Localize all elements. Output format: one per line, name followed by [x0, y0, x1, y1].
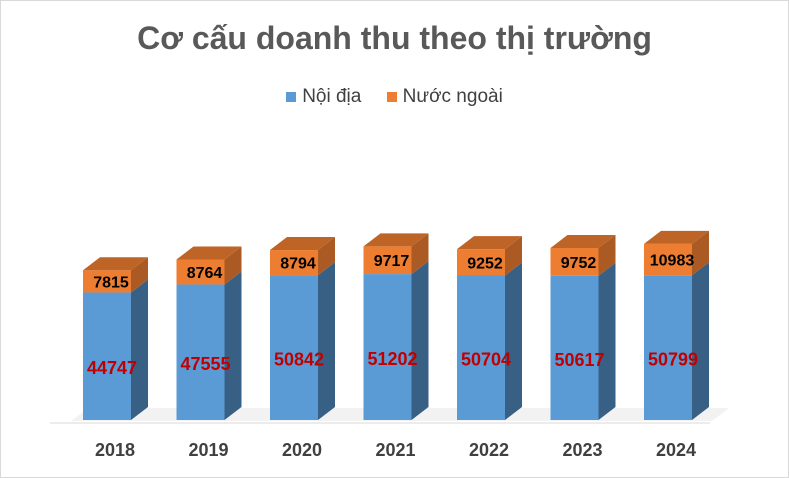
- bar-foreign-2019-top: [176, 246, 242, 260]
- bar-foreign-2021-top: [363, 233, 429, 247]
- x-tick-label-2021: 2021: [375, 440, 415, 460]
- legend-label-domestic: Nội địa: [302, 86, 362, 107]
- bar-domestic-2020: [270, 275, 318, 420]
- legend-label-foreign: Nước ngoài: [402, 86, 503, 107]
- bar-domestic-2024-side: [692, 262, 709, 420]
- data-label-foreign-2018: 7815: [93, 274, 129, 291]
- bar-domestic-2019-side: [224, 271, 242, 420]
- bar-domestic-2022: [457, 275, 505, 420]
- bar-domestic-2021-side: [411, 261, 429, 420]
- bar-foreign-2021-side: [411, 233, 429, 275]
- bar-foreign-2022: [457, 249, 505, 276]
- bar-foreign-2020: [270, 250, 318, 276]
- data-label-foreign-2024: 10983: [650, 253, 695, 270]
- bar-foreign-2020-top: [270, 237, 335, 251]
- x-tick-label-2024: 2024: [656, 440, 696, 460]
- x-tick-label-2019: 2019: [188, 440, 228, 460]
- bar-foreign-2024-top: [644, 230, 709, 244]
- legend: Nội địa Nước ngoài: [0, 86, 789, 108]
- bar-foreign-2023: [550, 247, 599, 276]
- bar-domestic-2019: [176, 284, 225, 420]
- legend-swatch-foreign: [386, 92, 397, 102]
- bar-foreign-2020-side: [318, 237, 335, 276]
- bar-domestic-2020-side: [318, 262, 335, 420]
- data-label-domestic-2018: 44747: [87, 358, 137, 378]
- data-label-foreign-2021: 9717: [374, 253, 410, 270]
- bar-foreign-2018: [83, 270, 131, 293]
- data-label-domestic-2024: 50799: [648, 350, 698, 370]
- data-label-foreign-2019: 8764: [187, 265, 223, 282]
- legend-swatch-domestic: [286, 92, 297, 102]
- bar-foreign-2018-top: [83, 257, 148, 271]
- x-tick-label-2022: 2022: [469, 440, 509, 460]
- bar-foreign-2023-top: [550, 234, 616, 248]
- bar-foreign-2022-top: [457, 236, 522, 250]
- data-label-domestic-2020: 50842: [274, 350, 324, 370]
- x-tick-label-2018: 2018: [95, 440, 135, 460]
- data-label-domestic-2023: 50617: [554, 350, 604, 370]
- bar-foreign-2022-side: [505, 236, 522, 276]
- legend-item-domestic: Nội địa: [286, 86, 361, 108]
- x-tick-label-2023: 2023: [562, 440, 602, 460]
- data-label-foreign-2022: 9252: [467, 255, 503, 272]
- legend-item-foreign: Nước ngoài: [386, 86, 503, 108]
- bar-foreign-2024-side: [692, 230, 709, 276]
- data-label-foreign-2020: 8794: [280, 256, 316, 273]
- bar-foreign-2019: [176, 259, 225, 285]
- bar-foreign-2024: [644, 243, 692, 276]
- bar-foreign-2021: [363, 246, 412, 275]
- bar-domestic-2023-side: [598, 262, 616, 420]
- data-label-foreign-2023: 9752: [561, 255, 597, 272]
- data-label-domestic-2022: 50704: [461, 350, 511, 370]
- bar-domestic-2021: [363, 274, 412, 420]
- bar-domestic-2023: [550, 275, 599, 420]
- bar-domestic-2018-side: [131, 279, 148, 420]
- bar-foreign-2018-side: [131, 257, 148, 293]
- x-tick-label-2020: 2020: [282, 440, 322, 460]
- chart-title: Cơ cấu doanh thu theo thị trường: [137, 20, 652, 56]
- bar-domestic-2022-side: [505, 262, 522, 420]
- data-label-domestic-2021: 51202: [367, 349, 417, 369]
- bar-foreign-2019-side: [224, 246, 242, 285]
- data-label-domestic-2019: 47555: [180, 354, 230, 374]
- bar-foreign-2023-side: [598, 234, 616, 276]
- bar-domestic-2024: [644, 275, 692, 420]
- bar-domestic-2018: [83, 292, 131, 420]
